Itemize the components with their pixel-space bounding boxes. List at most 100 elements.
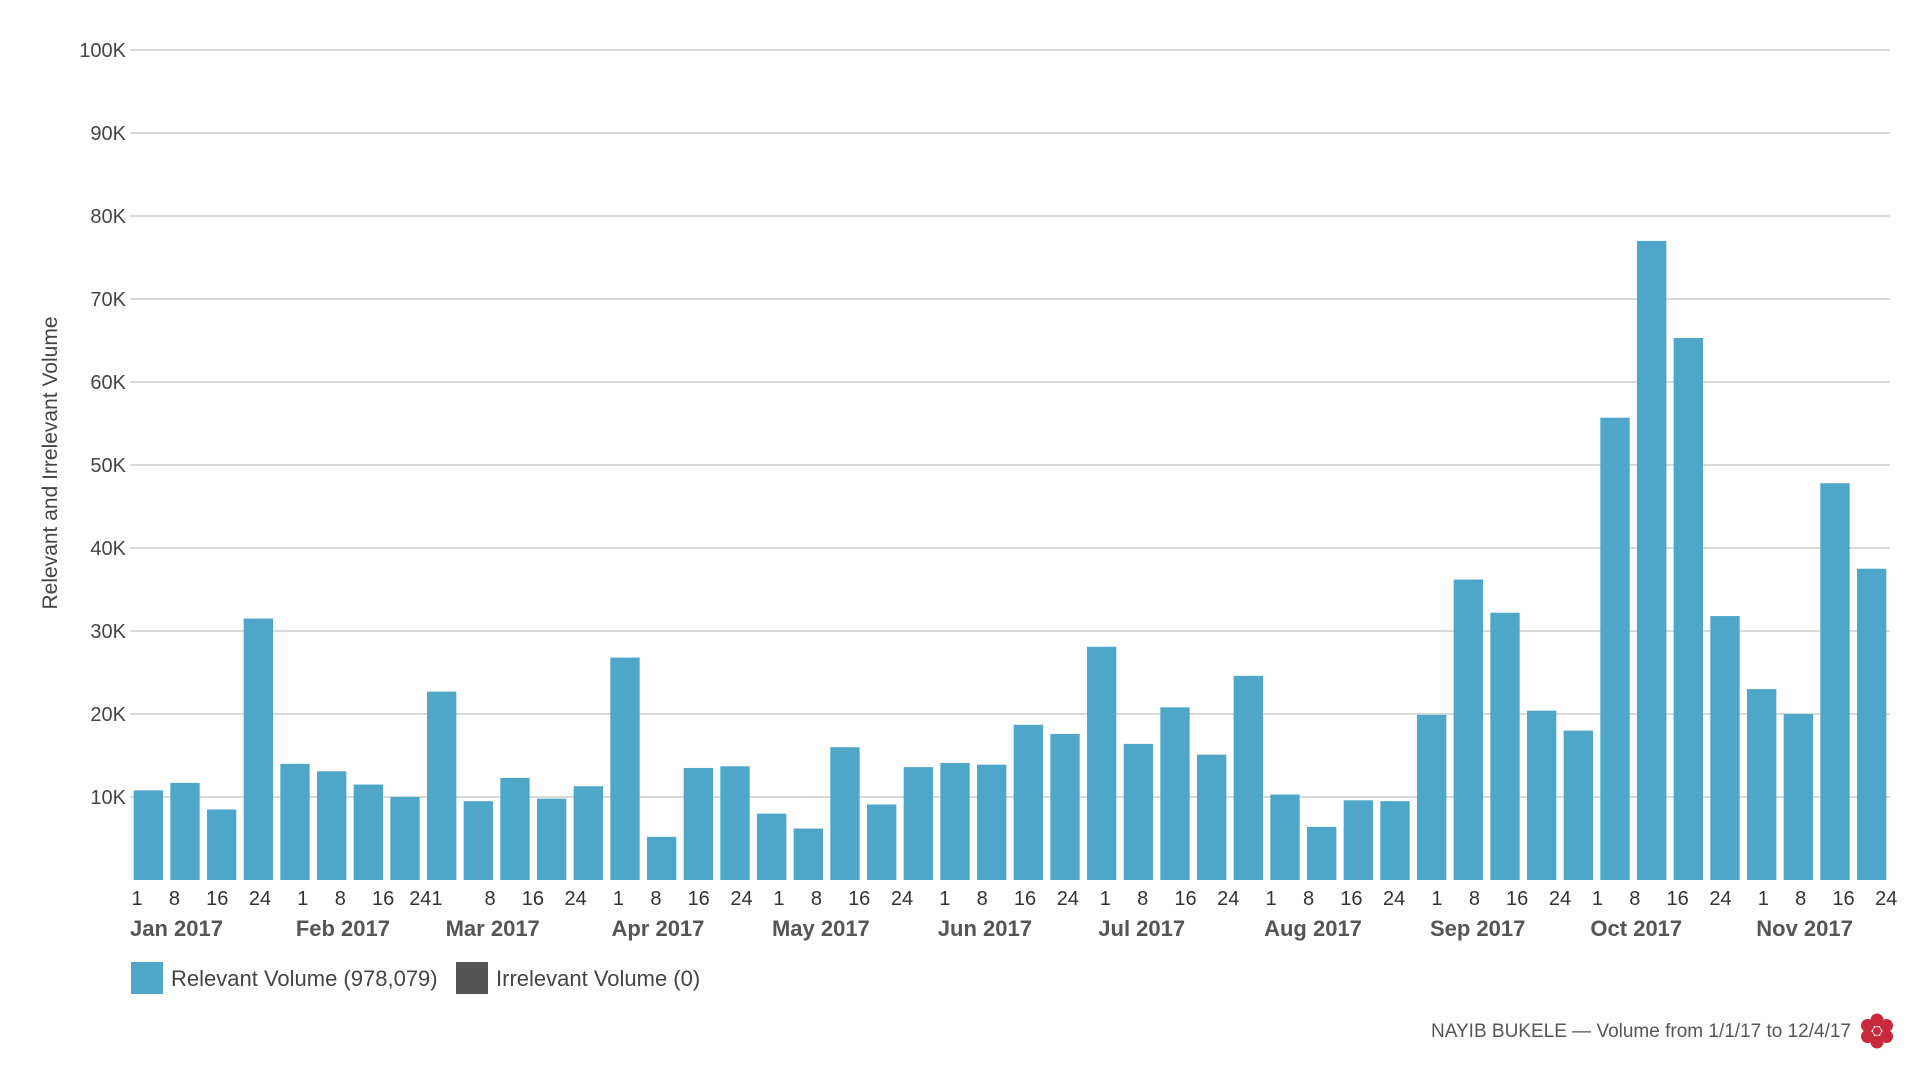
legend: Relevant Volume (978,079) Irrelevant Vol… (131, 962, 700, 994)
bar[interactable] (1013, 724, 1043, 880)
bar[interactable] (1343, 800, 1373, 880)
legend-swatch-irrelevant (456, 962, 488, 994)
x-tick-label: 8 (1795, 888, 1806, 910)
bar[interactable] (1783, 714, 1813, 880)
x-month-label: Feb 2017 (296, 916, 390, 941)
bar[interactable] (1270, 794, 1300, 880)
bar[interactable] (1637, 240, 1667, 880)
logo-dot (1860, 1019, 1874, 1032)
x-tick-label: 8 (650, 888, 661, 910)
x-tick-label: 1 (1758, 888, 1769, 910)
bar[interactable] (977, 764, 1007, 880)
bar[interactable] (1197, 754, 1227, 880)
bar[interactable] (280, 763, 310, 880)
y-tick-label: 40K (90, 538, 126, 560)
bar[interactable] (867, 804, 897, 880)
bar[interactable] (1673, 338, 1703, 880)
bar[interactable] (1820, 483, 1850, 880)
bar[interactable] (353, 784, 383, 880)
bar[interactable] (207, 809, 237, 880)
bar[interactable] (1710, 616, 1740, 880)
x-tick-label: 24 (1875, 888, 1897, 910)
bar[interactable] (647, 836, 677, 880)
bar[interactable] (573, 786, 603, 880)
x-tick-label: 16 (206, 888, 228, 910)
x-tick-label: 8 (1303, 888, 1314, 910)
bar[interactable] (1857, 568, 1887, 880)
x-tick-label: 24 (1057, 888, 1079, 910)
legend-item-relevant[interactable]: Relevant Volume (978,079) (131, 962, 438, 994)
bar[interactable] (1233, 675, 1263, 880)
bar[interactable] (500, 777, 530, 880)
bar[interactable] (1453, 579, 1483, 880)
x-tick-label: 8 (1137, 888, 1148, 910)
y-tick-label: 60K (90, 372, 126, 394)
x-tick-label: 24 (249, 888, 271, 910)
y-tick-label: 80K (90, 206, 126, 228)
x-tick-label: 16 (1506, 888, 1528, 910)
bar[interactable] (830, 747, 860, 880)
x-tick-label: 8 (811, 888, 822, 910)
x-tick-label: 1 (297, 888, 308, 910)
legend-item-irrelevant[interactable]: Irrelevant Volume (0) (456, 962, 700, 994)
x-tick-label: 8 (977, 888, 988, 910)
bar[interactable] (427, 691, 457, 880)
x-tick-label: 1 (939, 888, 950, 910)
bar[interactable] (133, 790, 163, 880)
bar[interactable] (610, 657, 640, 880)
gridlines (130, 49, 1890, 798)
y-tick-label: 100K (79, 40, 126, 62)
x-tick-label: 16 (372, 888, 394, 910)
bar[interactable] (1160, 707, 1190, 880)
x-tick-label: 16 (848, 888, 870, 910)
bar[interactable] (1490, 612, 1520, 880)
bar[interactable] (463, 801, 493, 880)
logo-dot (1880, 1019, 1894, 1032)
bar[interactable] (170, 782, 200, 880)
x-tick-label: 1 (1100, 888, 1111, 910)
x-month-label: Jul 2017 (1098, 916, 1185, 941)
bar[interactable] (1380, 801, 1410, 880)
bar[interactable] (243, 618, 273, 880)
footer: NAYIB BUKELE — Volume from 1/1/17 to 12/… (1431, 1013, 1894, 1049)
bar[interactable] (1307, 826, 1337, 880)
x-month-label: Apr 2017 (611, 916, 704, 941)
bar[interactable] (720, 766, 750, 880)
y-axis-ticks: 10K 20K 30K 40K 50K 60K 70K 80K 90K 100K (79, 40, 126, 809)
bar[interactable] (757, 813, 787, 880)
bar[interactable] (1123, 743, 1153, 880)
bar[interactable] (1747, 689, 1777, 880)
x-tick-label: 24 (1217, 888, 1239, 910)
bar[interactable] (1527, 710, 1557, 880)
bar[interactable] (317, 771, 347, 880)
x-tick-label: 16 (1832, 888, 1854, 910)
x-tick-label: 24 (565, 888, 587, 910)
bar[interactable] (537, 798, 567, 880)
bar[interactable] (1563, 730, 1593, 880)
bar[interactable] (1050, 733, 1080, 880)
x-tick-label: 16 (522, 888, 544, 910)
bar[interactable] (390, 797, 420, 880)
bar[interactable] (903, 767, 933, 880)
y-tick-label: 30K (90, 621, 126, 643)
x-month-label: Oct 2017 (1590, 916, 1682, 941)
x-tick-label: 16 (1014, 888, 1036, 910)
bar[interactable] (683, 767, 713, 880)
bar[interactable] (1087, 646, 1117, 880)
logo-dot (1870, 1013, 1884, 1027)
x-month-label: Nov 2017 (1756, 916, 1853, 941)
x-tick-label: 1 (1266, 888, 1277, 910)
bar[interactable] (940, 762, 970, 880)
x-tick-label: 1 (773, 888, 784, 910)
x-axis-day-ticks: 1 8 16 24 1 8 16 241 8 16 24 1 8 16 24 1 8 16 24 1 8 16 24 1 8 16… (131, 888, 1897, 910)
y-tick-label: 90K (90, 123, 126, 145)
x-tick-label: 24 (730, 888, 752, 910)
bar[interactable] (1417, 714, 1447, 880)
legend-label-relevant: Relevant Volume (978,079) (171, 966, 438, 991)
x-tick-label: 241 (409, 888, 442, 910)
x-tick-label: 8 (485, 888, 496, 910)
bar[interactable] (1600, 417, 1630, 880)
bar[interactable] (793, 828, 823, 880)
